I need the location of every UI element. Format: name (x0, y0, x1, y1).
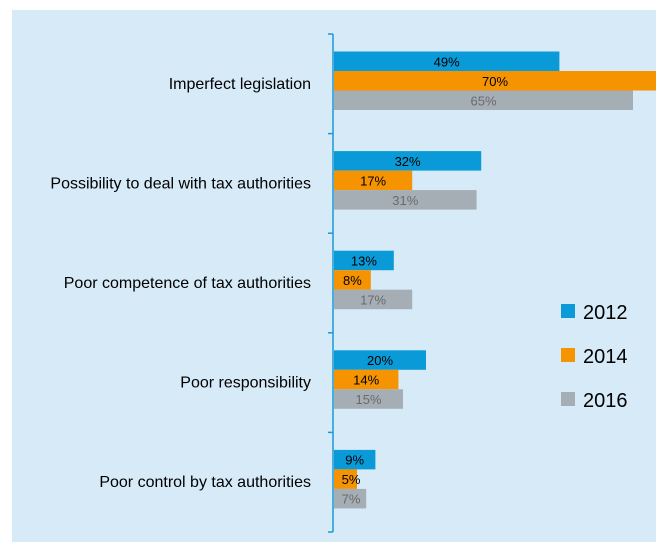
value-label: 8% (343, 273, 362, 288)
legend-swatch-2012 (561, 304, 575, 318)
legend-label-2014: 2014 (583, 346, 628, 368)
bar-2016 (334, 190, 477, 210)
value-label: 31% (392, 193, 418, 208)
category-label: Imperfect legislation (169, 76, 311, 93)
bar-2012 (334, 250, 394, 271)
bar-2014 (334, 170, 413, 191)
value-label: 32% (395, 154, 421, 169)
value-label: 5% (342, 472, 361, 487)
value-label: 49% (434, 54, 460, 69)
category-axis (328, 33, 334, 533)
category-label: Poor responsibility (180, 375, 311, 392)
bar-2012 (334, 151, 482, 171)
bar-2014 (334, 71, 656, 91)
category-label: Poor competence of tax authorities (64, 275, 311, 292)
value-label: 13% (351, 253, 377, 268)
value-label: 70% (482, 74, 508, 89)
legend-swatch-2014 (561, 348, 575, 362)
bar-2014 (334, 270, 371, 290)
bar-2016 (334, 488, 367, 509)
value-label: 7% (342, 492, 361, 507)
value-label: 17% (360, 173, 386, 188)
bar-2014 (334, 369, 399, 390)
bar-2012 (334, 51, 560, 71)
bar-2016 (334, 90, 633, 110)
value-label: 17% (360, 292, 386, 307)
bars: 49% 70% 65% 32% 17% 31% 13% 8% 17% 20% 14% 15% 9% 5% 7… (334, 51, 656, 509)
value-label: 14% (353, 373, 379, 388)
bar-2012 (334, 449, 376, 470)
legend-label-2012: 2012 (583, 302, 628, 324)
bar-2014 (334, 469, 357, 489)
value-label: 9% (345, 453, 364, 468)
bar-2016 (334, 389, 403, 409)
legend-swatch-2016 (561, 392, 575, 406)
legend: 2012 2014 2016 (561, 302, 628, 412)
bar-2012 (334, 350, 426, 370)
value-label: 20% (367, 353, 393, 368)
value-label: 15% (355, 392, 381, 407)
legend-label-2016: 2016 (583, 390, 628, 412)
category-labels: Imperfect legislation Possibility to deal… (50, 76, 311, 491)
category-label: Possibility to deal with tax authorities (50, 175, 311, 192)
category-label: Poor control by tax authorities (99, 474, 311, 491)
value-label: 65% (470, 93, 496, 108)
bar-2016 (334, 289, 413, 310)
